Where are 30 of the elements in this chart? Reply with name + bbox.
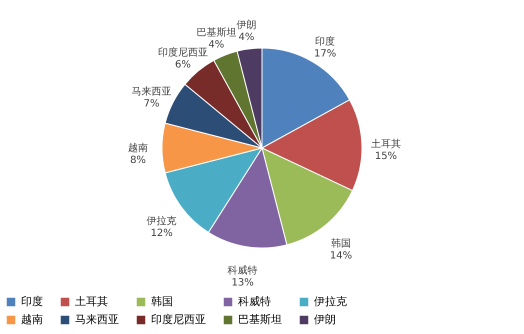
legend-label: 印度 [21,295,43,308]
data-label: 12% [150,228,173,239]
slice-label: 巴基斯坦 [196,26,236,39]
slice-label: 印度 [315,35,336,48]
legend-label: 科威特 [238,295,271,308]
data-label: 4% [238,32,254,43]
data-label: 17% [314,48,336,60]
slice-label: 土耳其 [370,138,401,150]
data-label: 4% [208,40,224,51]
slice-label: 印度尼西亚 [158,46,208,58]
data-label: 15% [374,151,398,162]
legend-label: 巴基斯坦 [238,313,282,326]
legend-label: 伊朗 [314,313,336,326]
legend-label: 马来西亚 [75,313,119,326]
legend-label: 土耳其 [75,295,108,308]
data-label: 6% [175,59,191,70]
legend-label: 韩国 [151,295,173,308]
legend-label: 伊拉克 [314,295,347,308]
slice-label: 伊拉克 [146,214,177,227]
data-label: 8% [130,155,146,166]
slice-label: 越南 [128,142,148,154]
slice-label: 韩国 [331,238,352,250]
legend-label: 越南 [21,313,43,326]
legend-label: 印度尼西亚 [151,313,206,326]
slice-label: 科威特 [228,264,258,276]
data-label: 7% [144,98,160,110]
data-label: 13% [231,277,254,288]
slice-label: 伊朗 [236,18,256,31]
data-label: 14% [330,250,352,262]
slice-label: 马来西亚 [132,86,172,98]
